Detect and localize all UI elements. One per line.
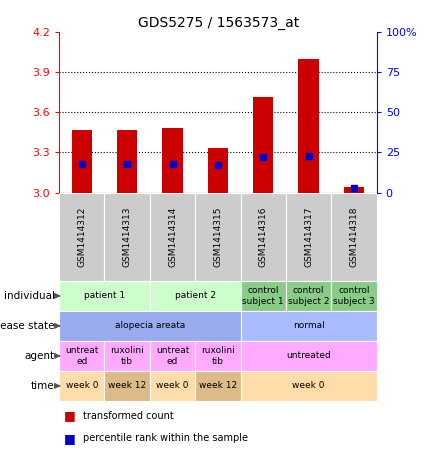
Text: week 0: week 0 bbox=[293, 381, 325, 390]
Text: GSM1414312: GSM1414312 bbox=[78, 207, 86, 267]
Bar bbox=[331, 193, 377, 281]
Text: untreat
ed: untreat ed bbox=[156, 346, 189, 366]
Text: transformed count: transformed count bbox=[83, 411, 174, 421]
Text: control
subject 3: control subject 3 bbox=[333, 286, 375, 306]
Text: patient 1: patient 1 bbox=[84, 291, 125, 300]
Text: ■: ■ bbox=[64, 432, 75, 445]
Text: patient 2: patient 2 bbox=[175, 291, 216, 300]
Text: week 12: week 12 bbox=[199, 381, 237, 390]
Text: ■: ■ bbox=[64, 410, 75, 422]
Bar bbox=[240, 193, 286, 281]
Text: control
subject 2: control subject 2 bbox=[288, 286, 329, 306]
Bar bbox=[105, 193, 150, 281]
Text: agent: agent bbox=[25, 351, 55, 361]
Bar bbox=[253, 97, 273, 193]
Text: time: time bbox=[31, 381, 55, 391]
Bar bbox=[298, 58, 319, 193]
Text: ruxolini
tib: ruxolini tib bbox=[201, 346, 235, 366]
Bar bbox=[71, 130, 92, 193]
Bar bbox=[208, 148, 228, 193]
Text: GSM1414316: GSM1414316 bbox=[259, 207, 268, 267]
Text: GSM1414318: GSM1414318 bbox=[350, 207, 358, 267]
Text: individual: individual bbox=[4, 291, 55, 301]
Bar bbox=[150, 193, 195, 281]
Text: GSM1414317: GSM1414317 bbox=[304, 207, 313, 267]
Text: control
subject 1: control subject 1 bbox=[243, 286, 284, 306]
Text: disease state: disease state bbox=[0, 321, 55, 331]
Bar bbox=[117, 130, 138, 193]
Text: GSM1414315: GSM1414315 bbox=[213, 207, 223, 267]
Text: week 12: week 12 bbox=[108, 381, 146, 390]
Text: ruxolini
tib: ruxolini tib bbox=[110, 346, 144, 366]
Text: normal: normal bbox=[293, 321, 325, 330]
Text: week 0: week 0 bbox=[66, 381, 98, 390]
Bar bbox=[59, 193, 105, 281]
Bar bbox=[344, 187, 364, 193]
Text: untreat
ed: untreat ed bbox=[65, 346, 99, 366]
Text: week 0: week 0 bbox=[156, 381, 189, 390]
Text: GSM1414314: GSM1414314 bbox=[168, 207, 177, 267]
Bar bbox=[286, 193, 331, 281]
Text: untreated: untreated bbox=[286, 352, 331, 361]
Text: GDS5275 / 1563573_at: GDS5275 / 1563573_at bbox=[138, 16, 300, 30]
Text: percentile rank within the sample: percentile rank within the sample bbox=[83, 433, 248, 443]
Bar bbox=[195, 193, 240, 281]
Bar bbox=[162, 128, 183, 193]
Text: GSM1414313: GSM1414313 bbox=[123, 207, 132, 267]
Text: alopecia areata: alopecia areata bbox=[115, 321, 185, 330]
